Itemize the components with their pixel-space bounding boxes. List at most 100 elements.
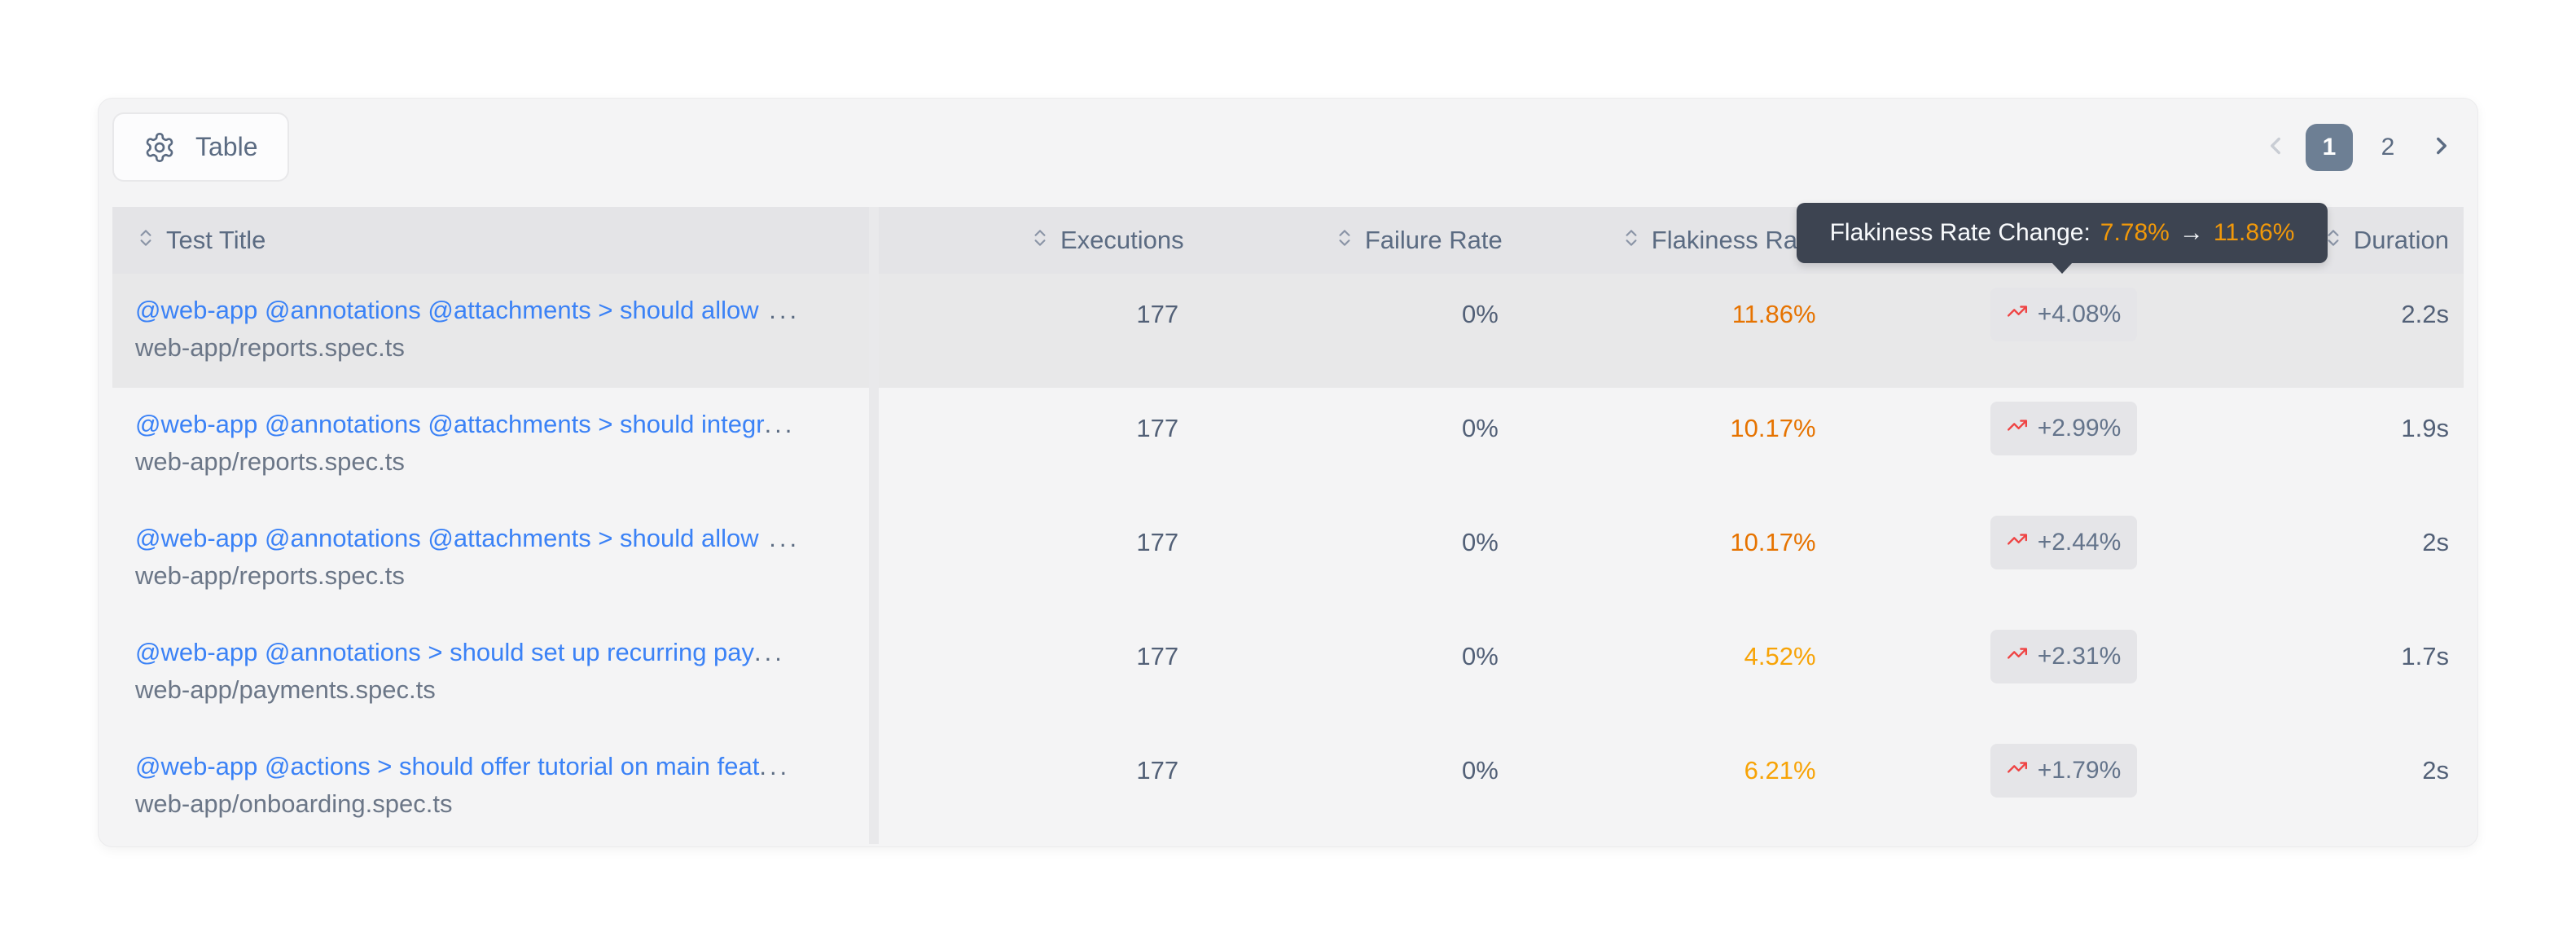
flakiness-rate-value: 6.21% (1744, 756, 1816, 785)
executions-value: 177 (1136, 642, 1179, 670)
flakiness-change-value: +4.08% (2037, 301, 2122, 327)
pagination: 1 2 (2257, 112, 2464, 182)
page-1-button[interactable]: 1 (2306, 123, 2353, 171)
arrow-right-icon: → (2179, 219, 2204, 246)
sort-icon (1334, 226, 1355, 255)
flakiness-change-cell: +1.79% (1816, 730, 2138, 798)
page-2-button[interactable]: 2 (2364, 124, 2411, 171)
duration-value: 2s (2422, 528, 2449, 556)
flakiness-rate-value: 11.86% (1731, 300, 1816, 328)
duration-value: 1.9s (2401, 414, 2449, 442)
duration-value: 2.2s (2401, 300, 2449, 328)
column-label: Flakiness Rate (1651, 226, 1819, 254)
column-divider (869, 207, 879, 844)
table-row[interactable]: @web-app @annotations @attachments > sho… (112, 502, 2464, 616)
test-title-link[interactable]: @web-app @annotations @attachments > sho… (135, 524, 759, 552)
flakiness-change-tooltip: Flakiness Rate Change: 7.78% → 11.86% (1797, 203, 2328, 274)
column-label: Failure Rate (1364, 226, 1503, 254)
column-header-executions[interactable]: Executions (875, 226, 1184, 255)
executions-value: 177 (1136, 528, 1179, 556)
test-title-cell: @web-app @annotations @attachments > sho… (112, 502, 868, 596)
test-title-link[interactable]: @web-app @annotations @attachments > sho… (135, 410, 765, 438)
test-title-cell: @web-app @annotations @attachments > sho… (112, 388, 868, 481)
flakiness-change-badge[interactable]: +2.31% (1990, 630, 2138, 683)
table-row[interactable]: @web-app @annotations @attachments > sho… (112, 388, 2464, 502)
duration-value: 1.7s (2401, 642, 2449, 670)
test-title-cell: @web-app @actions > should offer tutoria… (112, 730, 868, 824)
column-header-test-title[interactable]: Test Title (112, 226, 866, 255)
flakiness-change-cell: +4.08% (1816, 274, 2138, 341)
failure-rate-value: 0% (1462, 528, 1499, 556)
tooltip-label: Flakiness Rate Change: (1829, 219, 2091, 246)
spec-file-path: web-app/reports.spec.ts (135, 561, 405, 590)
table-toolbar: Table 1 2 (112, 112, 2464, 207)
tooltip-pointer (2052, 262, 2073, 274)
test-title-cell: @web-app @annotations > should set up re… (112, 616, 868, 710)
column-header-duration[interactable]: Duration (2139, 226, 2464, 255)
executions-value: 177 (1136, 414, 1179, 442)
flakiness-change-cell: +2.31% (1816, 616, 2138, 683)
flakiness-rate-value: 10.17% (1730, 528, 1816, 556)
flakiness-change-cell: +2.44% (1816, 502, 2138, 569)
trending-up-icon (2007, 301, 2028, 328)
spec-file-path: web-app/reports.spec.ts (135, 447, 405, 476)
sort-icon (1621, 226, 1642, 255)
tooltip-to-value: 11.86% (2213, 219, 2295, 246)
spec-file-path: web-app/payments.spec.ts (135, 675, 436, 704)
flakiness-change-badge[interactable]: +2.44% (1990, 516, 2138, 569)
column-label: Executions (1060, 226, 1184, 254)
gear-icon (143, 131, 176, 164)
flakiness-rate-value: 4.52% (1744, 642, 1816, 670)
trending-up-icon (2007, 529, 2028, 556)
flakiness-change-badge[interactable]: +1.79% (1990, 744, 2138, 798)
column-label: Test Title (166, 226, 266, 254)
flakiness-change-badge[interactable]: +4.08% (1990, 288, 2138, 341)
table-row[interactable]: @web-app @annotations > should set up re… (112, 616, 2464, 730)
column-header-flakiness-rate[interactable]: Flakiness Rate (1503, 226, 1819, 255)
flakiness-change-value: +1.79% (2037, 757, 2122, 784)
executions-value: 177 (1136, 300, 1179, 328)
flakiness-change-cell: +2.99% (1816, 388, 2138, 455)
truncation-ellipsis: ... (754, 638, 785, 666)
trending-up-icon (2007, 415, 2028, 442)
column-label: Duration (2353, 226, 2449, 254)
failure-rate-value: 0% (1462, 300, 1499, 328)
flakiness-rate-value: 10.17% (1730, 414, 1816, 442)
failure-rate-value: 0% (1462, 414, 1499, 442)
sort-icon (1029, 226, 1051, 255)
table-row[interactable]: @web-app @annotations @attachments > sho… (112, 274, 2464, 388)
tests-table: Test Title Executions Failure Rate Flaki (112, 203, 2464, 844)
table-row[interactable]: @web-app @actions > should offer tutoria… (112, 730, 2464, 844)
truncation-ellipsis: ... (758, 524, 801, 552)
failure-rate-value: 0% (1462, 756, 1499, 785)
truncation-ellipsis: ... (759, 752, 791, 780)
spec-file-path: web-app/onboarding.spec.ts (135, 789, 453, 818)
test-title-cell: @web-app @annotations @attachments > sho… (112, 274, 868, 367)
trending-up-icon (2007, 757, 2028, 785)
tooltip-from-value: 7.78% (2100, 219, 2170, 246)
prev-page-button[interactable] (2257, 124, 2294, 171)
truncation-ellipsis: ... (758, 296, 801, 324)
next-page-button[interactable] (2423, 124, 2460, 171)
trending-up-icon (2007, 643, 2028, 670)
sort-icon (2323, 226, 2344, 255)
flakiness-change-value: +2.31% (2037, 643, 2122, 670)
table-button-label: Table (195, 132, 258, 161)
duration-value: 2s (2422, 756, 2449, 785)
flakiness-change-badge[interactable]: +2.99% (1990, 402, 2138, 455)
chevron-left-icon (2262, 132, 2289, 162)
table-settings-button[interactable]: Table (112, 112, 289, 182)
test-title-link[interactable]: @web-app @actions > should offer tutoria… (135, 752, 760, 780)
flakiness-change-value: +2.44% (2037, 529, 2122, 556)
test-title-link[interactable]: @web-app @annotations @attachments > sho… (135, 296, 759, 324)
column-header-failure-rate[interactable]: Failure Rate (1184, 226, 1503, 255)
executions-value: 177 (1136, 756, 1179, 785)
flakiness-change-value: +2.99% (2037, 415, 2122, 442)
chevron-right-icon (2428, 132, 2455, 162)
spec-file-path: web-app/reports.spec.ts (135, 333, 405, 362)
test-title-link[interactable]: @web-app @annotations > should set up re… (135, 638, 755, 666)
failure-rate-value: 0% (1462, 642, 1499, 670)
truncation-ellipsis: ... (764, 410, 796, 438)
sort-icon (135, 226, 156, 255)
flaky-tests-table-card: Table 1 2 Test Title (98, 98, 2478, 847)
